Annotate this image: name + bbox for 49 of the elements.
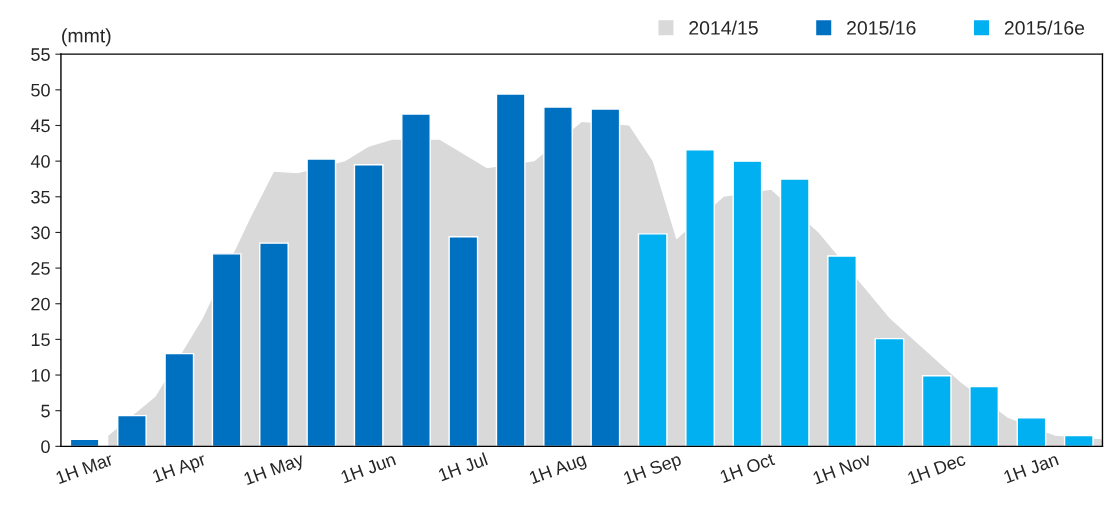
x-tick-label: 1H Oct (719, 452, 776, 484)
y-tick-label: 50 (31, 83, 50, 97)
bar (1063, 434, 1094, 447)
bar (1016, 417, 1047, 447)
bar (732, 160, 763, 447)
legend-label: 2014/15 (689, 20, 758, 35)
bar (164, 352, 195, 447)
x-tick-label: 1H Dec (907, 452, 967, 485)
x-tick-label: 1H Jun (340, 452, 397, 484)
y-tick-label: 0 (41, 440, 50, 454)
y-tick-label: 10 (31, 368, 50, 382)
x-tick-label: 1H Sep (623, 452, 684, 488)
bar (448, 236, 479, 447)
x-tick-label: 1H Aug (528, 452, 588, 488)
y-tick-label: 30 (31, 226, 50, 240)
bar (306, 158, 337, 447)
bar (353, 164, 384, 447)
bar (117, 414, 147, 447)
bar (401, 113, 431, 447)
bar (259, 242, 289, 447)
y-tick-label: 15 (31, 333, 50, 347)
y-axis-title: (mmt) (62, 28, 111, 47)
x-tick-label: 1H Jan (1003, 452, 1059, 484)
bar (685, 149, 715, 447)
y-tick-label: 45 (30, 119, 50, 133)
y-tick-label: 35 (31, 190, 50, 204)
y-tick-label: 55 (31, 48, 50, 61)
x-tick-label: 1H May (243, 452, 307, 489)
bar (590, 108, 621, 447)
y-tick-label: 25 (31, 262, 50, 275)
x-tick-label: 1H Apr (152, 452, 208, 487)
bar (874, 337, 905, 447)
bar (69, 438, 100, 447)
y-tick-label: 5 (41, 404, 50, 418)
bar (827, 255, 857, 447)
legend-label: 2015/16 (847, 20, 916, 35)
x-tick-label: 1H Jul (437, 452, 488, 482)
bar (779, 178, 810, 447)
y-tick-label: 40 (30, 155, 50, 168)
bar (211, 253, 242, 447)
bar (637, 233, 668, 447)
bar (969, 385, 1000, 447)
bar (543, 106, 573, 447)
x-tick-label: 1H Mar (55, 452, 114, 485)
y-tick-label: 20 (31, 297, 50, 311)
bar (921, 375, 952, 447)
x-tick-label: 1H Nov (812, 452, 872, 485)
bar (495, 93, 526, 447)
legend-label: 2015/16e (1004, 20, 1085, 35)
